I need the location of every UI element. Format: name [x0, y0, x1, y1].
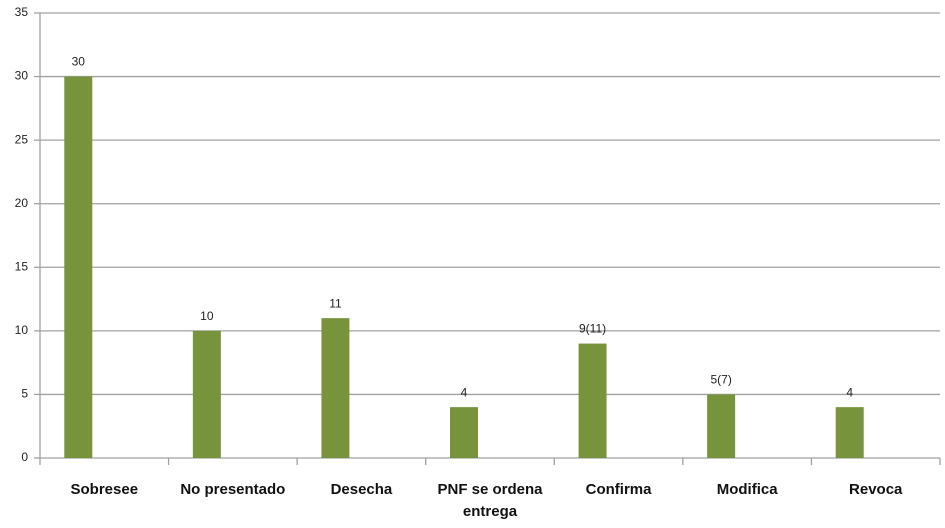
x-tick-label: Sobresee — [70, 481, 139, 498]
x-tick-label: Modifica — [716, 481, 778, 498]
data-label: 4 — [461, 385, 468, 399]
data-label: 10 — [200, 309, 214, 323]
bar — [192, 330, 221, 458]
data-label: 9(11) — [579, 322, 606, 336]
bar — [64, 76, 93, 459]
y-tick-label: 35 — [15, 5, 29, 19]
bar — [835, 407, 864, 458]
x-tick-label: PNF se ordena entrega — [437, 481, 543, 520]
y-tick-label: 15 — [15, 259, 29, 273]
data-label: 4 — [846, 385, 853, 399]
x-tick-label: Confirma — [585, 481, 652, 498]
x-tick-label: Revoca — [849, 481, 903, 498]
data-label: 30 — [72, 55, 86, 69]
y-tick-label: 5 — [21, 387, 28, 401]
y-tick-label: 25 — [15, 132, 29, 146]
x-tick-label: Desecha — [330, 481, 393, 498]
bar — [707, 394, 736, 458]
x-tick-label: No presentado — [180, 481, 286, 498]
y-tick-label: 30 — [15, 69, 29, 83]
y-tick-label: 20 — [15, 196, 29, 210]
y-tick-label: 0 — [21, 450, 28, 464]
bar — [578, 343, 607, 458]
bar — [450, 407, 478, 458]
data-label: 11 — [329, 296, 342, 310]
bar — [321, 318, 350, 458]
data-label: 5(7) — [710, 373, 731, 387]
y-tick-label: 10 — [15, 323, 29, 337]
